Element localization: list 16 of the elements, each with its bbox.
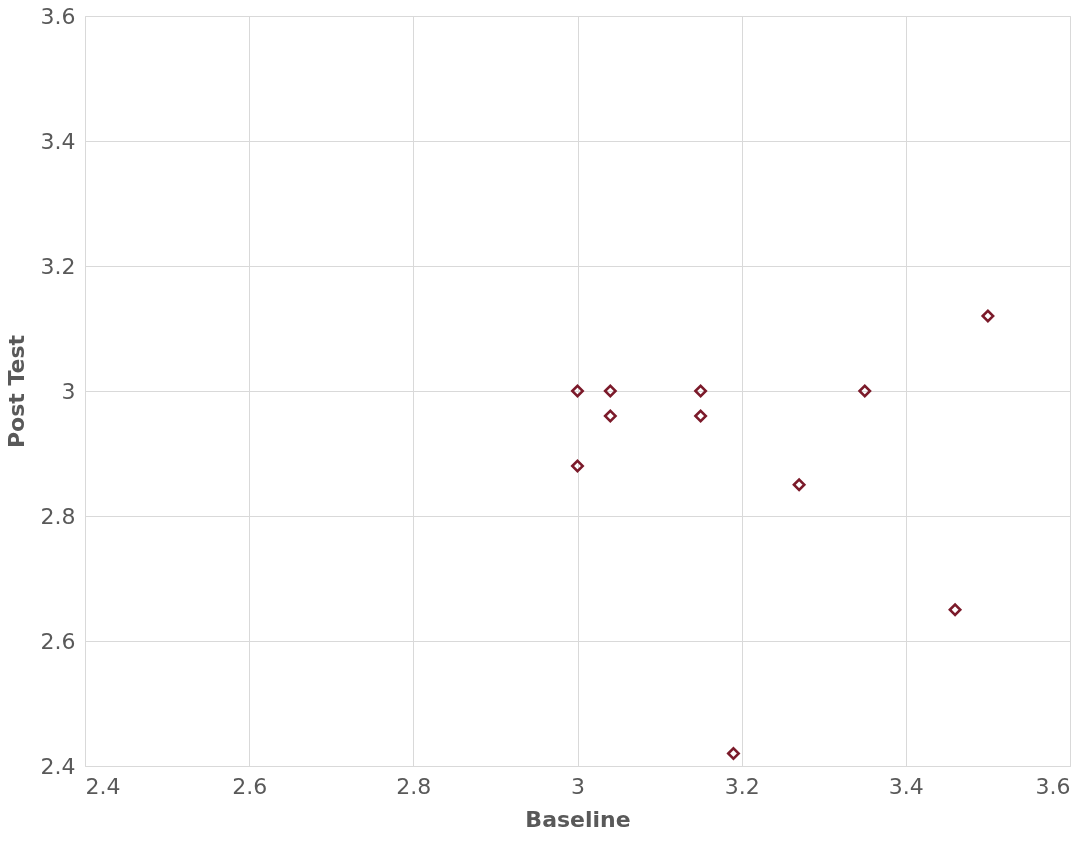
- x-tick-label: 3: [571, 773, 585, 799]
- x-axis-title: Baseline: [525, 806, 631, 832]
- x-tick-label: 3.2: [724, 773, 760, 799]
- x-tick-label: 2.4: [85, 773, 121, 799]
- x-tick-label: 2.6: [232, 773, 268, 799]
- y-axis-title: Post Test: [3, 334, 29, 449]
- y-tick-label: 3: [61, 378, 76, 404]
- y-tick-label: 2.4: [40, 753, 76, 779]
- y-tick-label: 3.4: [40, 128, 76, 154]
- y-tick-label: 3.6: [40, 3, 76, 29]
- y-tick-label: 3.2: [40, 253, 76, 279]
- y-tick-label: 2.6: [40, 628, 76, 654]
- x-tick-label: 2.8: [396, 773, 432, 799]
- y-tick-label: 2.8: [40, 503, 76, 529]
- x-tick-label: 3.4: [888, 773, 924, 799]
- x-tick-label: 3.6: [1035, 773, 1071, 799]
